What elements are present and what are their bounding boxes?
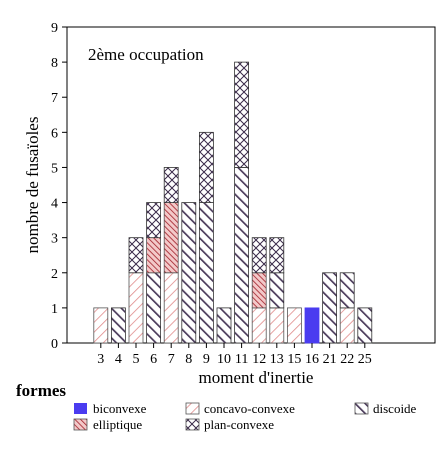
bar-10-discoide bbox=[216, 307, 232, 344]
y-tick-label-0: 0 bbox=[51, 337, 58, 352]
y-tick-label-5: 5 bbox=[51, 161, 58, 176]
bar-6-plan-convexe bbox=[146, 202, 162, 239]
bar-13-concavo-convexe bbox=[269, 307, 285, 344]
legend-swatch-elliptique bbox=[73, 418, 88, 431]
legend-label-concavo-convexe: concavo-convexe bbox=[204, 401, 295, 416]
x-tick-label-6: 6 bbox=[150, 352, 157, 367]
x-tick-label-4: 4 bbox=[115, 352, 122, 367]
bar-4-discoide bbox=[111, 307, 126, 344]
bar-5-plan-convexe bbox=[128, 237, 144, 274]
bar-9-plan-convexe bbox=[198, 131, 214, 203]
x-tick-label-10: 10 bbox=[217, 352, 231, 367]
y-tick-label-8: 8 bbox=[51, 56, 58, 71]
x-tick-label-21: 21 bbox=[323, 352, 337, 367]
legend-label-discoide: discoide bbox=[373, 401, 417, 416]
y-tick-label-2: 2 bbox=[51, 267, 58, 282]
y-tick-label-7: 7 bbox=[51, 91, 58, 106]
bar-15-concavo-convexe bbox=[286, 307, 302, 344]
x-tick-label-9: 9 bbox=[203, 352, 210, 367]
x-tick-label-22: 22 bbox=[340, 352, 354, 367]
bar-25-discoide bbox=[357, 307, 373, 344]
bar-3-concavo-convexe bbox=[93, 307, 109, 344]
bar-7-elliptique bbox=[163, 202, 179, 274]
y-tick-label-6: 6 bbox=[51, 126, 58, 141]
bar-7-plan-convexe bbox=[163, 167, 179, 203]
y-axis: 0 1 2 3 4 5 6 7 8 9 bbox=[51, 21, 67, 352]
plot-frame bbox=[66, 26, 436, 344]
bar-13-discoide bbox=[269, 272, 285, 309]
y-tick-label-3: 3 bbox=[51, 232, 58, 247]
bar-11-discoide bbox=[234, 167, 250, 344]
bar-7-concavo-convexe bbox=[163, 272, 179, 344]
legend-label-plan-convexe: plan-convexe bbox=[204, 417, 274, 432]
bar-12-plan-convexe bbox=[251, 237, 267, 274]
x-axis: 3 4 5 6 7 8 9 10 11 12 13 15 16 21 22 25 bbox=[97, 343, 372, 367]
x-axis-title: moment d'inertie bbox=[199, 368, 314, 387]
bars-group bbox=[93, 61, 373, 344]
bar-6-discoide bbox=[146, 272, 162, 344]
y-tick-label-1: 1 bbox=[51, 302, 58, 317]
bar-6-elliptique bbox=[146, 237, 162, 274]
y-tick-label-4: 4 bbox=[51, 197, 58, 212]
chart-title: 2ème occupation bbox=[88, 45, 204, 64]
bar-11-plan-convexe bbox=[234, 61, 250, 168]
bar-12-concavo-convexe bbox=[251, 307, 267, 344]
x-tick-label-3: 3 bbox=[97, 352, 104, 367]
bar-13-plan-convexe bbox=[269, 237, 285, 274]
x-tick-label-25: 25 bbox=[358, 352, 372, 367]
x-tick-label-13: 13 bbox=[270, 352, 284, 367]
legend-swatch-plan-convexe bbox=[185, 418, 200, 431]
legend-label-elliptique: elliptique bbox=[93, 417, 142, 432]
y-axis-title: nombre de fusaïoles bbox=[23, 117, 42, 254]
x-tick-label-11: 11 bbox=[235, 352, 248, 367]
bar-9-discoide bbox=[198, 202, 214, 344]
legend-title: formes bbox=[16, 381, 66, 400]
x-tick-label-12: 12 bbox=[252, 352, 266, 367]
x-tick-label-5: 5 bbox=[133, 352, 140, 367]
x-tick-label-16: 16 bbox=[305, 352, 319, 367]
y-tick-label-9: 9 bbox=[51, 21, 58, 36]
x-tick-label-7: 7 bbox=[168, 352, 175, 367]
x-tick-label-8: 8 bbox=[185, 352, 192, 367]
x-tick-label-15: 15 bbox=[287, 352, 301, 367]
legend-label-biconvexe: biconvexe bbox=[93, 401, 147, 416]
bar-8-discoide bbox=[181, 202, 197, 344]
bar-16-biconvexe bbox=[304, 307, 320, 344]
bar-22-discoide bbox=[339, 272, 355, 309]
bar-22-concavo-convexe bbox=[339, 307, 355, 344]
legend-swatch-concavo-convexe bbox=[185, 402, 200, 415]
bar-5-concavo-convexe bbox=[128, 272, 144, 344]
legend-swatch-discoide bbox=[354, 402, 369, 415]
legend-swatch-biconvexe bbox=[74, 403, 87, 414]
bar-21-discoide bbox=[322, 272, 338, 344]
bar-12-elliptique bbox=[251, 272, 267, 309]
